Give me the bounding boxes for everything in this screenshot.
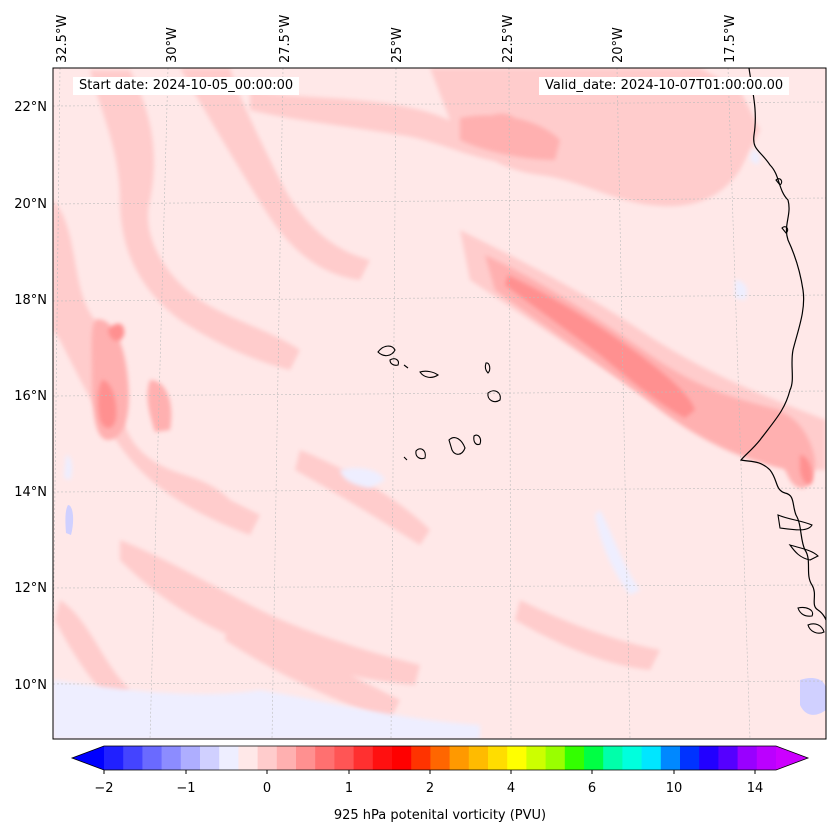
lon-label: 32.5°W [55, 15, 70, 63]
colorbar-cell [257, 746, 278, 770]
valid-date-label: Valid_date: 2024-10-07T01:00:00.00 [539, 77, 790, 95]
lat-label: 10°N [14, 678, 47, 693]
pv-negative-strong-contours [65, 505, 826, 715]
lon-label: 25°W [390, 27, 405, 63]
colorbar-cell [104, 746, 124, 770]
lat-label: 12°N [14, 581, 47, 596]
colorbar-cell [372, 746, 393, 770]
colorbar-cell [622, 746, 643, 770]
colorbar-cell [296, 746, 316, 770]
colorbar-tick-label: 0 [263, 781, 271, 796]
colorbar-max-extend [776, 746, 808, 770]
colorbar-cell [641, 746, 662, 770]
colorbar-cell [392, 746, 412, 770]
colorbar-min-extend [72, 746, 104, 770]
lat-label: 22°N [14, 100, 47, 115]
colorbar-cell [161, 746, 182, 770]
colorbar-title: 925 hPa potenital vorticity (PVU) [333, 808, 547, 823]
lon-label: 22.5°W [501, 15, 516, 63]
colorbar: −2 −1 0 1 2 4 6 10 14 [70, 745, 810, 796]
colorbar-tick-label: 1 [345, 781, 353, 796]
colorbar-cell [545, 746, 566, 770]
longitude-labels: 32.5°W 30°W 27.5°W 25°W 22.5°W 20°W 17.5… [55, 15, 738, 63]
colorbar-tick-label: 4 [507, 781, 515, 796]
colorbar-cell [449, 746, 470, 770]
colorbar-cell [219, 746, 239, 770]
pv-negative-contours [53, 150, 760, 739]
colorbar-cell [315, 746, 335, 770]
colorbar-tick-label: −2 [94, 781, 113, 796]
cape-verde-islands [377, 345, 501, 461]
colorbar-cell [142, 746, 163, 770]
colorbar-cell [660, 746, 681, 770]
colorbar-cell [411, 746, 431, 770]
colorbar-cell [430, 746, 451, 770]
colorbar-cell [526, 746, 547, 770]
colorbar-cells [104, 746, 777, 770]
colorbar-cell [200, 746, 220, 770]
colorbar-tick-label: 2 [426, 781, 434, 796]
colorbar-cell [680, 746, 700, 770]
coast-details [775, 178, 825, 634]
lon-label: 27.5°W [278, 15, 293, 63]
pv-strong-contours [97, 275, 813, 485]
colorbar-cell [507, 746, 527, 770]
colorbar-cell [468, 746, 489, 770]
lat-label: 16°N [14, 389, 47, 404]
map-frame [52, 67, 827, 740]
colorbar-tick-label: −1 [176, 781, 195, 796]
lon-label: 20°W [611, 27, 626, 63]
colorbar-cell [353, 746, 374, 770]
colorbar-cell [603, 746, 623, 770]
colorbar-cell [737, 746, 758, 770]
colorbar-cell [238, 746, 259, 770]
lon-label: 17.5°W [723, 15, 738, 63]
colorbar-tick-label: 14 [747, 781, 764, 796]
lat-label: 20°N [14, 197, 47, 212]
colorbar-cell [180, 746, 201, 770]
colorbar-cell [334, 746, 355, 770]
latitude-labels: 22°N 20°N 18°N 16°N 14°N 12°N 10°N [14, 100, 47, 693]
colorbar-cell [756, 746, 777, 770]
colorbar-cell [123, 746, 143, 770]
colorbar-tick-label: 10 [666, 781, 683, 796]
colorbar-cell [488, 746, 508, 770]
colorbar-tick-label: 6 [588, 781, 596, 796]
start-date-label: Start date: 2024-10-05_00:00:00 [73, 77, 300, 95]
colorbar-cell [276, 746, 297, 770]
colorbar-cell [699, 746, 719, 770]
graticule [53, 68, 826, 739]
lon-label: 30°W [165, 27, 180, 63]
lat-label: 14°N [14, 485, 47, 500]
map-plot-area [53, 68, 826, 739]
colorbar-tick-labels: −2 −1 0 1 2 4 6 10 14 [94, 781, 763, 796]
lat-label: 18°N [14, 293, 47, 308]
colorbar-cell [718, 746, 739, 770]
colorbar-cell [584, 746, 604, 770]
colorbar-ticks [103, 770, 756, 774]
colorbar-cell [564, 746, 585, 770]
